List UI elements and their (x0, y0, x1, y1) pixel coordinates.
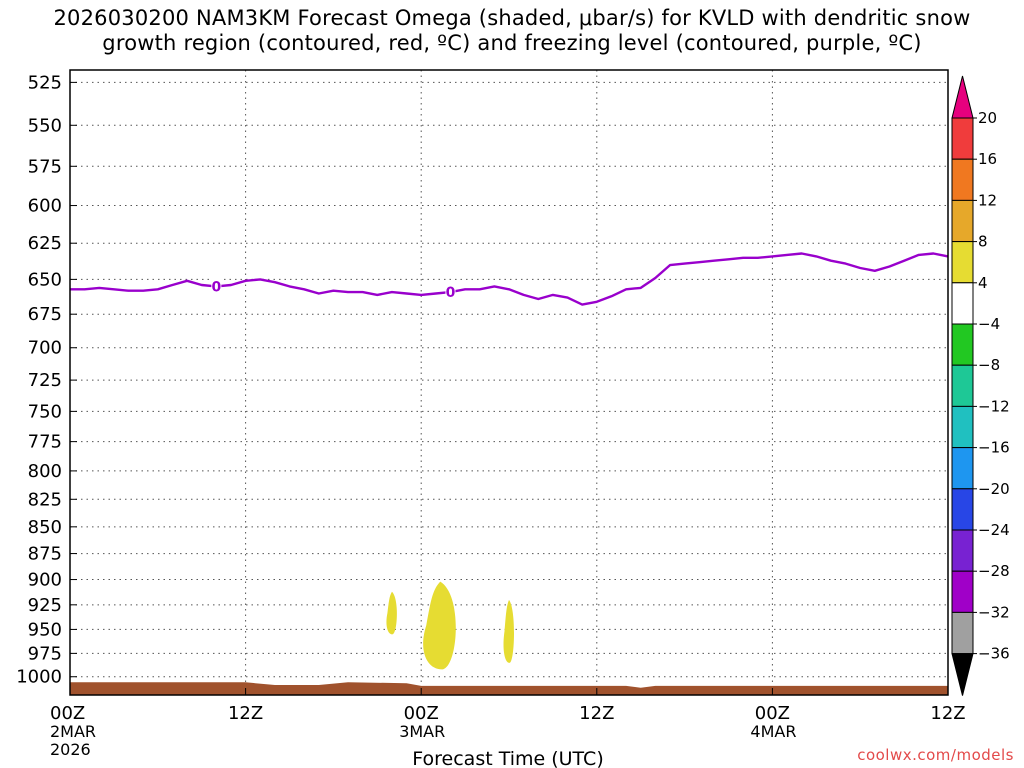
colorbar-label: −28 (978, 562, 1010, 580)
contour-label-background (445, 284, 456, 301)
colorbar-bin (951, 529, 974, 572)
colorbar-label: 20 (978, 109, 997, 127)
omega-shaded-region (386, 591, 397, 635)
y-tick-label: 525 (28, 72, 62, 93)
colorbar-bin (951, 199, 974, 243)
x-tick-label: 00Z (50, 703, 85, 724)
colorbar-bin (951, 364, 974, 407)
y-tick-label: 675 (28, 304, 62, 325)
x-tick-label: 00Z (755, 703, 790, 724)
colorbar-bin (951, 447, 974, 490)
freezing-level-line (70, 252, 949, 306)
colorbar-label: 12 (978, 191, 997, 209)
colorbar-label: −20 (978, 480, 1010, 498)
y-tick-label: 625 (28, 233, 62, 254)
terrain-fill (70, 682, 948, 695)
x-tick-label: 00Z (404, 703, 439, 724)
colorbar-label: −24 (978, 521, 1010, 539)
x-tick-label: 12Z (228, 703, 263, 724)
colorbar-top-arrow (951, 75, 974, 119)
grid-layer (70, 70, 948, 695)
y-tick-label: 650 (28, 269, 62, 290)
colorbar-bin (951, 158, 974, 201)
y-tick-label: 825 (28, 489, 62, 510)
omega-shaded-region (503, 599, 515, 663)
y-tick-label: 875 (28, 544, 62, 565)
y-tick-label: 550 (28, 115, 62, 136)
x-axis-title: Forecast Time (UTC) (412, 748, 603, 768)
contour-label-background (211, 278, 222, 295)
x-tick-label: 12Z (930, 703, 965, 724)
y-tick-label: 1000 (16, 667, 62, 688)
freezing-level-contour-label: 0 (446, 285, 456, 301)
colorbar-bottom-arrow (951, 653, 974, 696)
omega-fill-layer (386, 581, 515, 670)
y-tick-label: 925 (28, 595, 62, 616)
y-tick-label: 900 (28, 570, 62, 591)
chart-title-line-1: 2026030200 NAM3KM Forecast Omega (shaded… (53, 6, 971, 30)
chart-title: 2026030200 NAM3KM Forecast Omega (shaded… (0, 6, 1024, 56)
y-tick-label: 775 (28, 432, 62, 453)
colorbar-label: −16 (978, 439, 1010, 457)
colorbar-bin (951, 488, 974, 531)
colorbar-label: 16 (978, 150, 997, 168)
chart-title-line-2: growth region (contoured, red, ºC) and f… (102, 31, 922, 55)
colorbar: 20 16 12 8 4 −4 −8 −12 −16 −20 −24 −28 −32 −36 (951, 75, 1010, 696)
y-tick-label: 750 (28, 401, 62, 422)
colorbar-label: −36 (978, 645, 1010, 663)
colorbar-bin (951, 570, 974, 613)
colorbar-label: −8 (978, 356, 1000, 374)
plot-frame (69, 69, 949, 696)
axis-layer: 525 550 575 600 625 650 675 700 725 750 775 800 825 8… (16, 69, 966, 759)
colorbar-bin (951, 117, 974, 160)
y-tick-label: 725 (28, 370, 62, 391)
colorbar-bin (951, 405, 974, 449)
y-tick-label: 700 (28, 338, 62, 359)
y-tick-label: 975 (28, 643, 62, 664)
colorbar-label: −4 (978, 315, 1000, 333)
x-tick-date: 4MAR (750, 722, 796, 741)
colorbar-bin (951, 323, 974, 366)
y-tick-label: 575 (28, 156, 62, 177)
y-tick-label: 950 (28, 619, 62, 640)
omega-shaded-region (423, 581, 456, 670)
colorbar-label: 4 (978, 274, 988, 292)
x-tick-date: 2MAR (50, 722, 96, 741)
x-tick-year: 2026 (50, 740, 91, 759)
freezing-level-contour-label: 0 (211, 279, 221, 295)
site-credit: coolwx.com/models (857, 746, 1014, 764)
colorbar-bin (951, 241, 974, 284)
colorbar-label: −32 (978, 603, 1010, 621)
colorbar-bin (951, 282, 974, 325)
y-tick-label: 600 (28, 196, 62, 217)
colorbar-label: −12 (978, 397, 1010, 415)
y-tick-label: 850 (28, 517, 62, 538)
x-tick-label: 12Z (579, 703, 614, 724)
terrain-layer (70, 682, 948, 695)
y-tick-label: 800 (28, 461, 62, 482)
x-tick-date: 3MAR (399, 722, 445, 741)
colorbar-label: 8 (978, 233, 988, 251)
colorbar-bin (951, 611, 974, 655)
